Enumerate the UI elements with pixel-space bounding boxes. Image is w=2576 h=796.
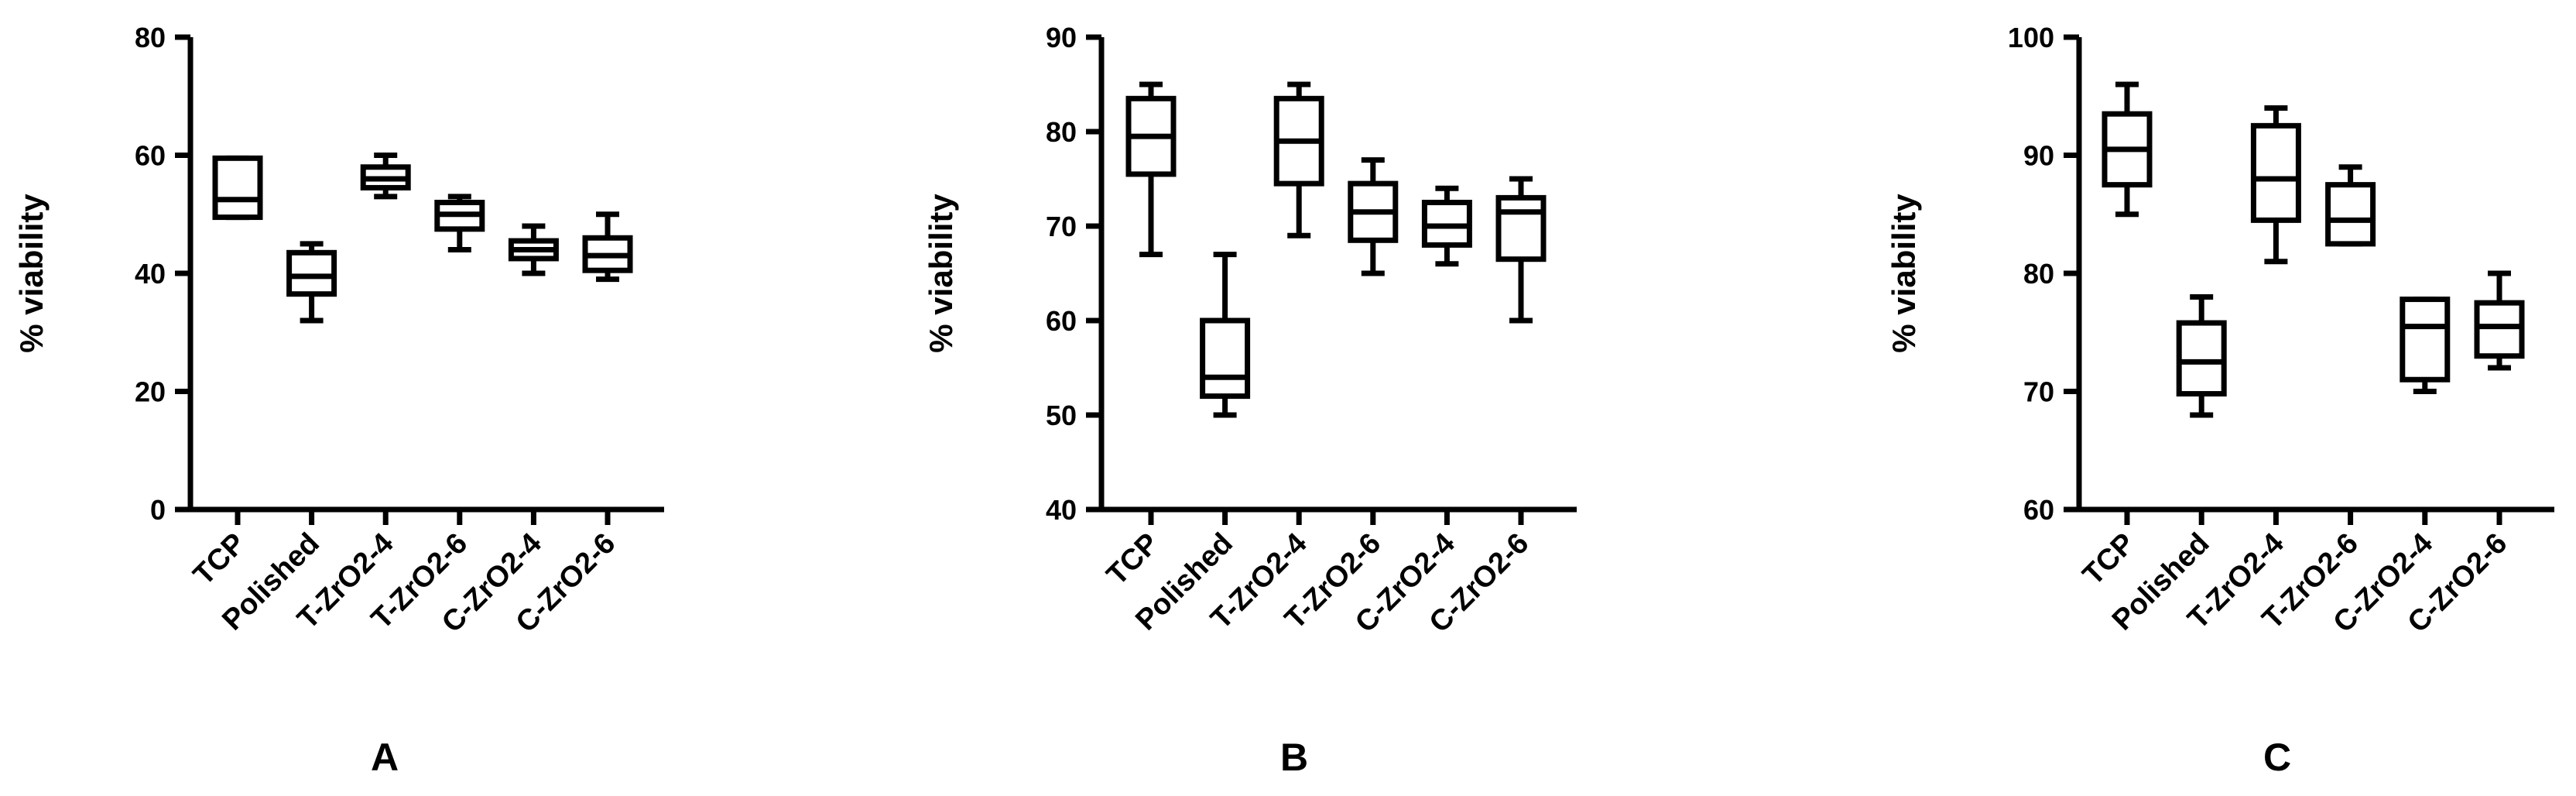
x-tick-label: TCP (1101, 527, 1165, 592)
y-tick-label: 100 (2008, 22, 2054, 53)
box-polished (286, 241, 337, 324)
y-tick-label: 80 (2023, 258, 2054, 290)
box-c-zro2-6 (1495, 176, 1547, 324)
y-tick-label: 20 (135, 376, 166, 408)
x-tick-label: TCP (2077, 527, 2141, 592)
y-tick-label: 80 (135, 22, 166, 53)
y-tick-label: 60 (2023, 494, 2054, 526)
box-c-zro2-6 (582, 211, 633, 283)
box-t-zro2-6 (2325, 164, 2376, 247)
y-axis-title: % viability (13, 194, 50, 353)
box-c-zro2-4 (2400, 297, 2451, 394)
y-tick-label: 50 (1046, 400, 1077, 431)
box-tcp (1125, 81, 1177, 258)
box-c-zro2-4 (1421, 185, 1472, 267)
iqr-box (1495, 194, 1547, 262)
box-polished (1200, 252, 1251, 418)
iqr-box (2176, 320, 2227, 397)
iqr-box (2325, 182, 2376, 247)
y-tick-label: 90 (1046, 22, 1077, 53)
y-tick-label: 60 (1046, 305, 1077, 337)
box-c-zro2-4 (508, 223, 559, 276)
iqr-box (2474, 300, 2525, 359)
panel-label: B (1280, 736, 1308, 779)
iqr-box (1200, 317, 1251, 400)
box-t-zro2-4 (1273, 81, 1324, 238)
y-tick-label: 40 (135, 258, 166, 290)
panel-label: A (371, 736, 399, 779)
y-tick-label: 0 (150, 494, 166, 526)
box-t-zro2-6 (1348, 157, 1399, 276)
box-polished (2176, 294, 2227, 418)
y-tick-label: 60 (135, 140, 166, 172)
box-t-zro2-4 (360, 153, 411, 200)
iqr-box (286, 249, 337, 297)
y-tick-label: 70 (1046, 211, 1077, 242)
x-tick-label: TCP (187, 527, 252, 592)
y-axis-title: % viability (923, 194, 959, 353)
iqr-box (2250, 122, 2301, 223)
y-tick-label: 80 (1046, 116, 1077, 148)
y-tick-label: 40 (1046, 494, 1077, 526)
iqr-box (212, 155, 263, 221)
box-t-zro2-6 (434, 194, 485, 252)
panel-label: C (2263, 736, 2291, 779)
box-t-zro2-4 (2250, 105, 2301, 265)
box-tcp (2102, 81, 2153, 218)
y-tick-label: 70 (2023, 376, 2054, 408)
iqr-box (2400, 297, 2451, 383)
box-tcp (212, 155, 263, 221)
y-axis-title: % viability (1886, 194, 1922, 353)
box-c-zro2-6 (2474, 270, 2525, 371)
y-tick-label: 90 (2023, 140, 2054, 172)
